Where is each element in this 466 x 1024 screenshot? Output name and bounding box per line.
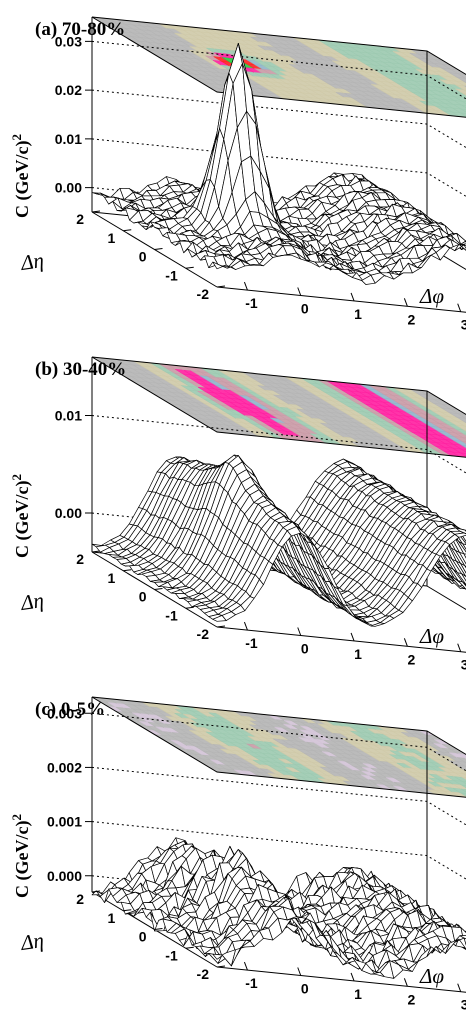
surface-cell: [454, 244, 466, 252]
y-tick-mark: [216, 625, 226, 628]
x-tick-mark: [403, 638, 408, 647]
contour-cell: [461, 101, 466, 105]
contour-cell: [455, 84, 466, 91]
z-gridline: [91, 89, 466, 149]
phi-axis-line: [216, 286, 466, 313]
x-axis-label: Δφ: [419, 284, 444, 308]
z-tick-label: 0.001: [47, 814, 82, 830]
x-tick-label: 0: [301, 301, 309, 317]
top-plane-border: [91, 16, 466, 118]
x-tick-mark: [297, 287, 302, 296]
surface-cell: [456, 232, 466, 246]
y-tick-label: 0: [139, 589, 147, 605]
y-axis-label: Δη: [18, 248, 45, 275]
surface-mesh: [91, 43, 466, 285]
x-tick-mark: [243, 281, 248, 291]
contour-cell: [460, 108, 466, 113]
y-tick-label: -2: [197, 626, 210, 642]
y-tick-label: 1: [107, 230, 115, 246]
contour-plane: [91, 356, 466, 458]
y-tick-mark: [216, 285, 226, 288]
contour-cell: [461, 104, 466, 109]
z-tick-label: 0.02: [55, 82, 82, 98]
contour-cell: [456, 81, 466, 87]
y-tick-mark: [91, 210, 101, 213]
contour-cell: [456, 77, 466, 83]
y-tick-mark: [154, 248, 163, 250]
x-tick-label: -1: [245, 295, 258, 311]
z-axis-label: C (GeV/c)2: [9, 134, 33, 218]
right-bottom-edge: [426, 245, 466, 270]
x-tick-mark: [350, 632, 355, 642]
z-axis-label-exponent: 2: [9, 134, 24, 141]
contour-cell: [463, 93, 466, 96]
contour-cell: [453, 100, 466, 106]
z-axis-label-exponent: 2: [9, 474, 24, 481]
contour-cell: [455, 88, 466, 95]
z-gridline: [91, 138, 466, 197]
z-tick-label: 0.00: [55, 180, 82, 196]
surface-mesh: [91, 454, 466, 627]
y-tick-label: -1: [165, 267, 178, 283]
x-tick-label: 2: [407, 311, 415, 327]
y-tick-label: -2: [197, 286, 210, 302]
y-tick-label: 1: [107, 570, 115, 586]
x-tick-label: 1: [354, 646, 362, 662]
x-tick-label: 2: [407, 651, 415, 667]
x-tick-mark: [243, 621, 248, 631]
x-tick-label: 1: [354, 306, 362, 322]
z-tick-label: 0.01: [55, 131, 82, 147]
x-tick-mark: [457, 303, 462, 312]
x-tick-mark: [403, 298, 408, 307]
contour-cell: [449, 68, 466, 75]
panel-b: 0.000.01-101234210-1-2(b) 30-40%C (GeV/c…: [9, 356, 466, 673]
panel-title: (b) 30-40%: [35, 359, 126, 380]
x-axis-label: Δφ: [419, 624, 444, 648]
panel-a: 0.000.010.020.03-101234210-1-2(a) 70-80%…: [9, 16, 466, 333]
contour-plane: [91, 16, 466, 118]
y-tick-mark: [154, 588, 163, 590]
z-gridline: [91, 40, 466, 100]
contour-cell: [451, 111, 466, 118]
contour-cell: [463, 89, 466, 92]
y-tick-mark: [185, 606, 194, 609]
panel-title: (a) 70-80%: [35, 19, 125, 40]
y-tick-label: 2: [76, 211, 84, 227]
y-tick-mark: [91, 550, 101, 553]
y-tick-label: -1: [165, 607, 178, 623]
y-axis-label: Δη: [18, 588, 45, 615]
x-tick-mark: [457, 643, 462, 652]
y-tick-mark: [185, 266, 194, 269]
surface-cell: [464, 241, 466, 243]
y-tick-mark: [123, 569, 132, 572]
surface-mesh: [91, 837, 466, 979]
z-tick-label: 0.01: [55, 408, 82, 424]
y-tick-mark: [123, 229, 132, 232]
contour-cell: [453, 104, 466, 110]
z-tick-label: 0.002: [47, 759, 82, 775]
x-tick-mark: [350, 292, 355, 302]
contour-cell: [452, 107, 466, 114]
y-tick-label: 0: [139, 249, 147, 265]
x-tick-label: 3: [461, 657, 466, 673]
z-tick-label: 0.000: [47, 868, 82, 884]
contour-cell: [457, 73, 466, 79]
x-tick-label: -1: [245, 635, 258, 651]
x-tick-label: 0: [301, 641, 309, 657]
x-tick-label: 3: [461, 317, 466, 333]
y-tick-label: 2: [76, 551, 84, 567]
x-tick-mark: [297, 627, 302, 636]
z-axis-label: C (GeV/c)2: [9, 474, 33, 558]
z-tick-label: 0.03: [55, 33, 82, 49]
z-tick-label: 0.00: [55, 505, 82, 521]
contour-plane: [91, 696, 466, 798]
